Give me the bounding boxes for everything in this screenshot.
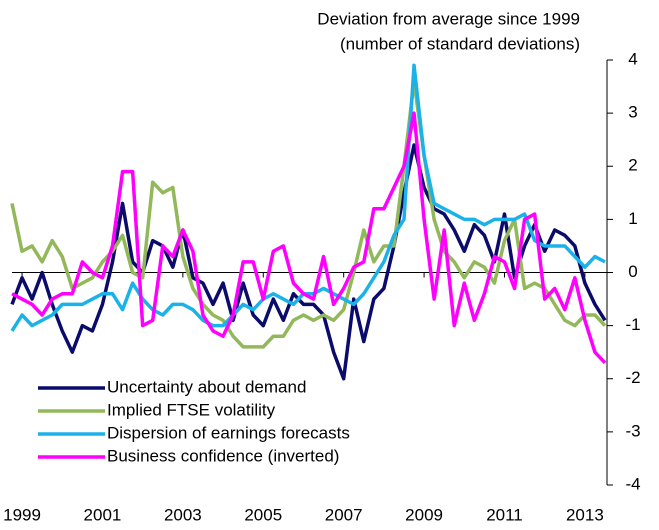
y-tick-label: -1 xyxy=(625,315,640,334)
y-tick-label: 0 xyxy=(628,262,637,281)
y-tick-label: 3 xyxy=(628,103,637,122)
legend-label: Business confidence (inverted) xyxy=(107,446,339,465)
y-tick-label: 1 xyxy=(628,209,637,228)
x-tick-label: 2005 xyxy=(244,505,282,524)
series-line xyxy=(10,63,606,332)
x-tick-label: 1999 xyxy=(3,505,41,524)
x-tick-label: 2011 xyxy=(486,505,523,524)
y-tick-label: 4 xyxy=(628,49,637,68)
x-tick-label: 2001 xyxy=(84,505,122,524)
x-tick-label: 2003 xyxy=(164,505,202,524)
y-tick-label: -3 xyxy=(625,421,640,440)
axis-label: (number of standard deviations) xyxy=(340,34,580,53)
y-tick-label: -4 xyxy=(625,474,640,493)
legend-label: Dispersion of earnings forecasts xyxy=(107,423,350,442)
legend-label: Uncertainty about demand xyxy=(107,377,306,396)
axis-label: Deviation from average since 1999 xyxy=(317,9,580,28)
legend-label: Implied FTSE volatility xyxy=(107,400,276,419)
x-tick-label: 2013 xyxy=(566,505,604,524)
y-tick-label: 2 xyxy=(628,156,637,175)
y-tick-label: -2 xyxy=(625,368,640,387)
series-line xyxy=(10,143,607,381)
x-tick-label: 2009 xyxy=(405,505,443,524)
series-line xyxy=(11,111,607,365)
x-tick-label: 2007 xyxy=(325,505,363,524)
